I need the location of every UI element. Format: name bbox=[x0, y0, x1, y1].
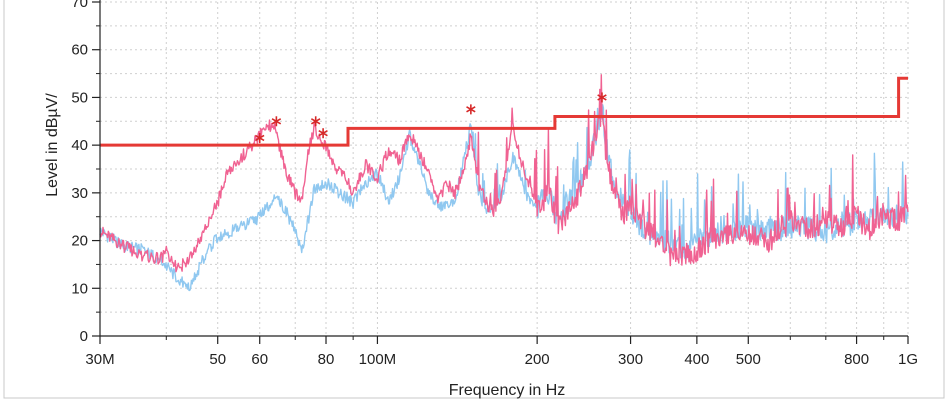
tick-labels: 0 10 20 30 40 50 60 70 30M 50 60 80 100M 200 300 400 500… bbox=[71, 0, 918, 368]
y-axis-title: Level in dBµV/ bbox=[44, 93, 61, 197]
peak-marker bbox=[597, 92, 607, 103]
y-tick-label: 50 bbox=[71, 89, 88, 106]
x-axis-title: Frequency in Hz bbox=[449, 382, 566, 399]
peak-marker bbox=[310, 116, 321, 127]
limit-line bbox=[100, 76, 908, 147]
y-tick-label: 20 bbox=[71, 233, 88, 250]
x-tick-label: 500 bbox=[736, 351, 761, 368]
y-tick-label: 0 bbox=[80, 328, 88, 345]
y-tick-label: 40 bbox=[71, 137, 88, 154]
y-tick-label: 60 bbox=[71, 42, 88, 59]
series-layer bbox=[99, 74, 909, 292]
series-horizontal-trace bbox=[99, 74, 909, 273]
peak-marker-stroke bbox=[271, 118, 282, 125]
y-tick-label: 10 bbox=[71, 280, 88, 297]
y-tick-label: 30 bbox=[71, 185, 88, 202]
x-tick-label: 300 bbox=[618, 351, 643, 368]
marker-layer bbox=[254, 92, 607, 143]
x-tick-label: 50 bbox=[209, 351, 226, 368]
limit-layer bbox=[100, 76, 908, 147]
peak-marker-stroke bbox=[318, 130, 328, 137]
x-tick-label: 200 bbox=[525, 351, 550, 368]
peak-marker bbox=[271, 116, 282, 127]
x-tick-label: 60 bbox=[251, 351, 268, 368]
x-tick-label: 1G bbox=[898, 351, 918, 368]
x-tick-label: 800 bbox=[844, 351, 869, 368]
x-tick-label: 30M bbox=[85, 351, 114, 368]
peak-marker bbox=[318, 128, 328, 139]
x-tick-label: 400 bbox=[684, 351, 709, 368]
series-vertical-trace bbox=[99, 104, 909, 292]
outer-frame bbox=[3, 0, 945, 399]
peak-marker-stroke bbox=[466, 106, 476, 113]
peak-marker-stroke bbox=[310, 118, 321, 125]
x-tick-label: 100M bbox=[359, 351, 397, 368]
peak-marker-stroke bbox=[597, 94, 607, 101]
peak-marker-stroke bbox=[254, 134, 265, 142]
y-tick-label: 70 bbox=[71, 0, 88, 11]
peak-marker bbox=[254, 132, 265, 143]
axes bbox=[92, 0, 909, 344]
peak-marker bbox=[466, 104, 476, 115]
x-tick-label: 80 bbox=[318, 351, 335, 368]
